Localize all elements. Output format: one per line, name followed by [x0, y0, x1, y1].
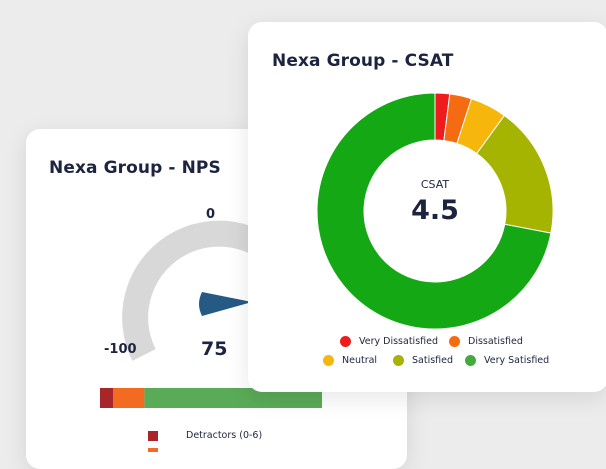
- csat-donut-chart: [316, 92, 554, 330]
- nps-gauge-needle-hub: [209, 303, 211, 305]
- csat-card-title: Nexa Group - CSAT: [272, 51, 454, 71]
- nps-value: 75: [201, 338, 228, 360]
- nps-legend-item: Detractors (0-6): [148, 430, 262, 441]
- legend-item-dissatisfied: Dissatisfied: [449, 336, 523, 347]
- nps-distribution-bar: [100, 388, 322, 408]
- legend-label: Dissatisfied: [468, 336, 523, 347]
- legend-dot: [340, 336, 351, 347]
- donut-slice-very-satisfied: [316, 92, 552, 330]
- legend-dot: [449, 336, 460, 347]
- legend-item-very-satisfied: Very Satisfied: [465, 355, 549, 366]
- legend-label: Very Dissatisfied: [359, 336, 439, 347]
- legend-dot: [393, 355, 404, 366]
- legend-label: Neutral: [342, 355, 378, 366]
- gauge-top-label: 0: [206, 207, 216, 222]
- nps-bar-segment-2: [144, 388, 322, 408]
- legend-label: Very Satisfied: [484, 355, 550, 366]
- legend-dot: [323, 355, 334, 366]
- donut-center-value: 4.5: [411, 195, 459, 226]
- nps-gauge-needle: [199, 292, 252, 316]
- nps-legend-item-partial: [148, 448, 158, 452]
- legend-swatch: [148, 430, 158, 441]
- legend-item-neutral: Neutral: [323, 355, 377, 366]
- legend-dot: [465, 355, 476, 366]
- donut-center-label: CSAT: [420, 178, 450, 191]
- nps-bar-segment-1: [113, 388, 145, 408]
- legend-item-very-dissatisfied: Very Dissatisfied: [340, 336, 438, 347]
- nps-card-title: Nexa Group - NPS: [49, 158, 221, 178]
- legend-label: Satisfied: [412, 355, 454, 366]
- nps-bar-segment-0: [100, 388, 114, 408]
- legend-label: Detractors (0-6): [186, 430, 263, 441]
- csat-card: Nexa Group - CSAT CSAT 4.5 Very Dissatis…: [248, 22, 606, 392]
- legend-item-satisfied: Satisfied: [393, 355, 453, 366]
- gauge-min-label: -100: [104, 342, 137, 357]
